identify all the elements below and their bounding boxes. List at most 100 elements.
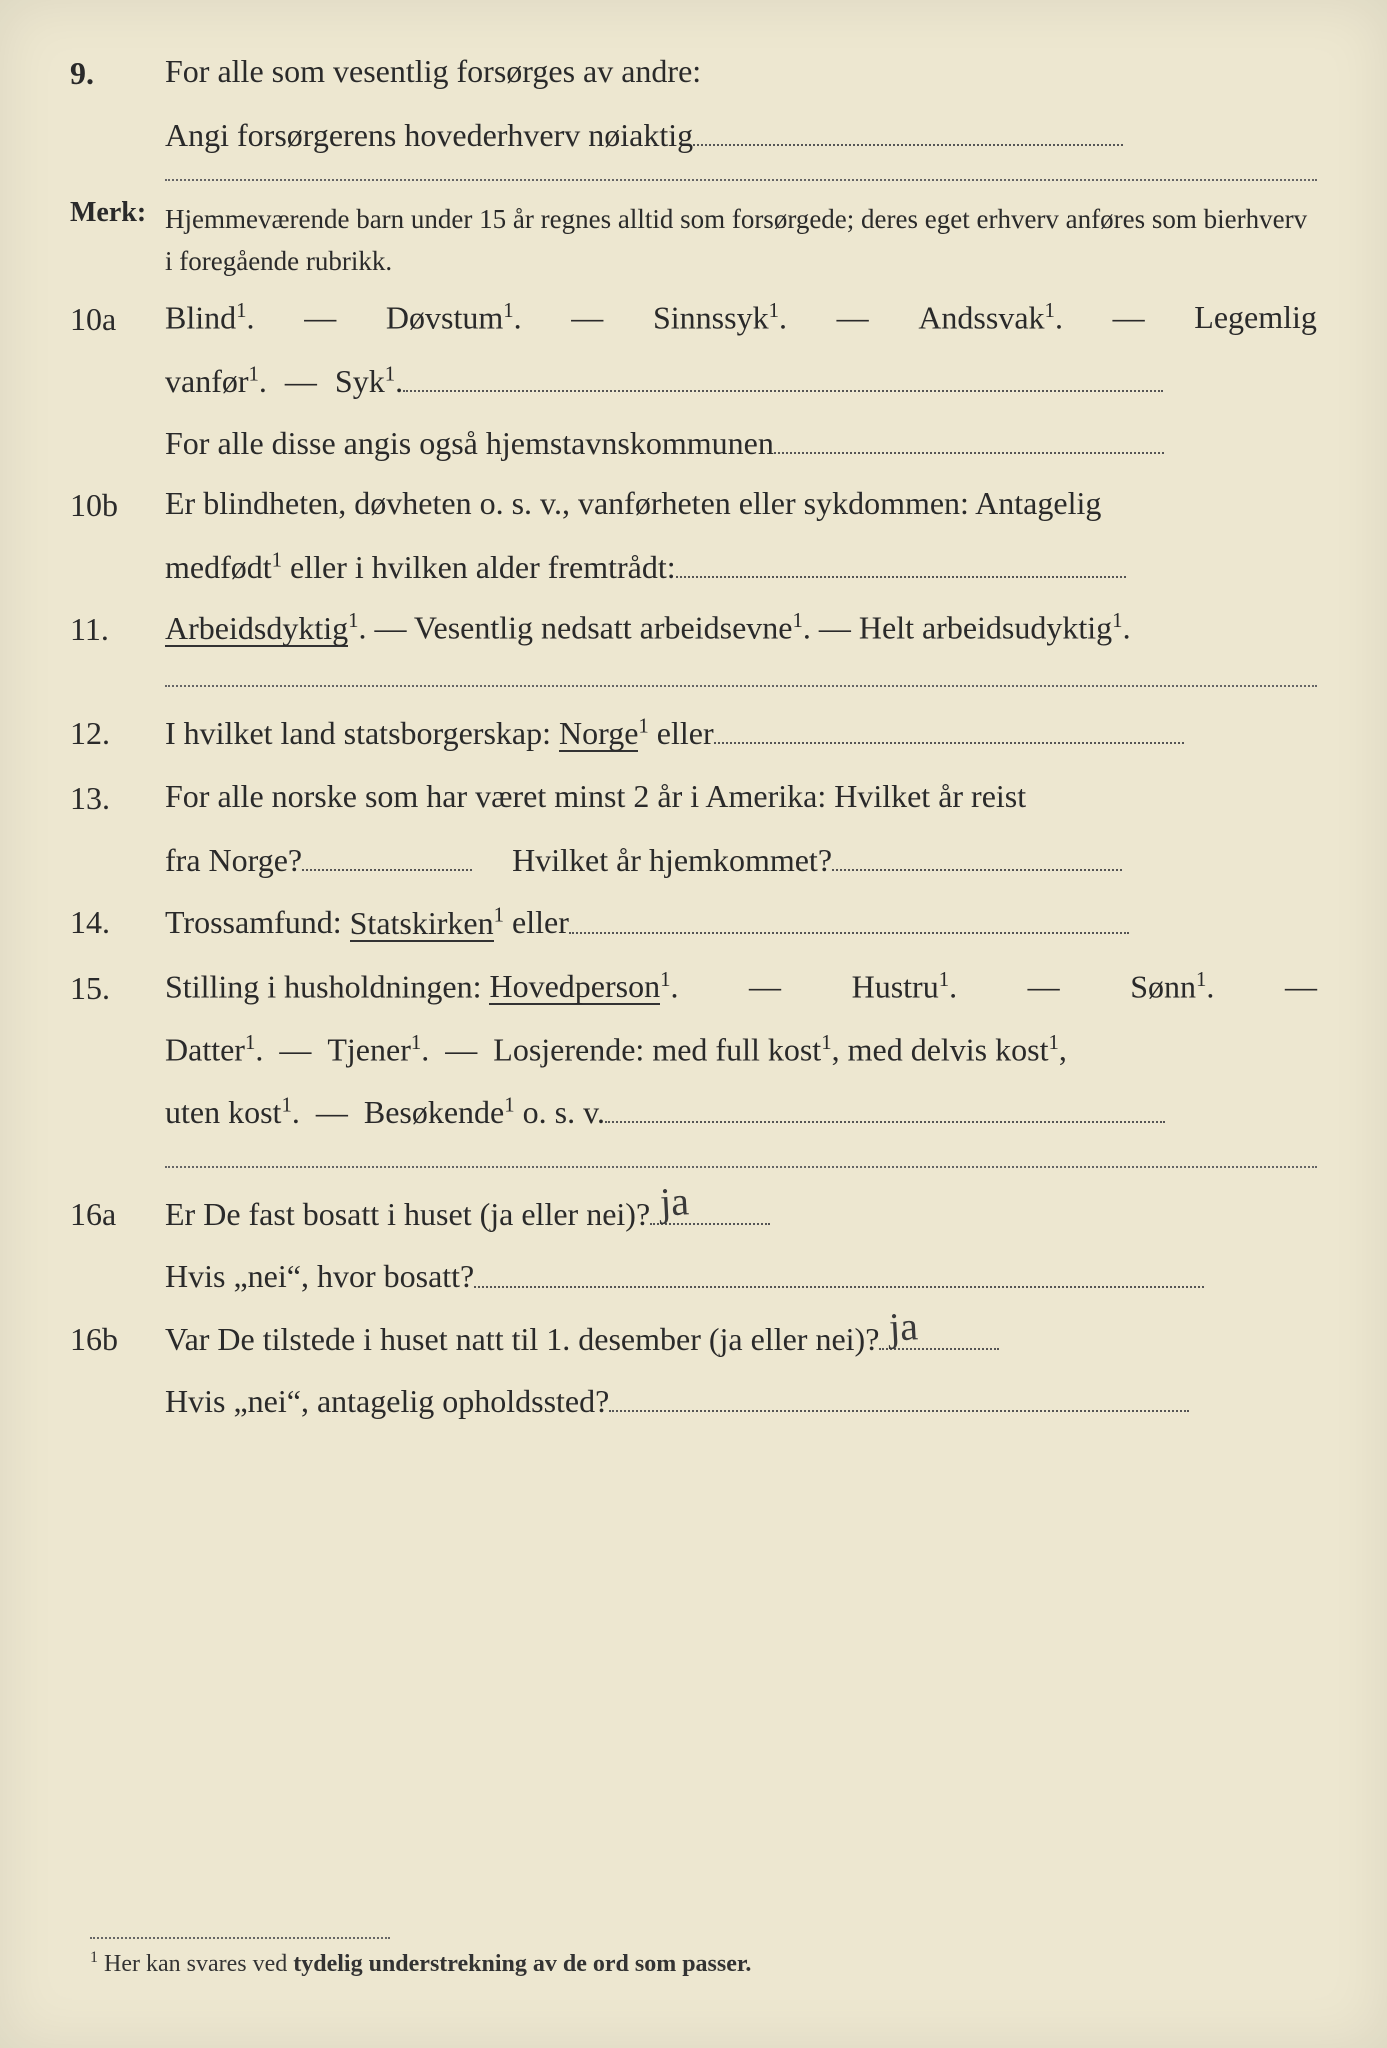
q13-line1: For alle norske som har været minst 2 år… (165, 780, 1317, 812)
census-form-page: 9. For alle som vesentlig forsørges av a… (0, 0, 1387, 2048)
q15-opt-delvis: , med delvis kost (832, 1032, 1049, 1068)
q10a-line3: For alle disse angis også hjemstavnskomm… (165, 425, 1317, 459)
footnote-marker: 1 (90, 1949, 98, 1966)
q10b-medfodt: medfødt (165, 549, 272, 585)
q10b-blank[interactable] (676, 549, 1126, 578)
q10b-number: 10b (70, 487, 165, 521)
q16a-answer-1: ja (659, 1181, 690, 1222)
q12-text-a: I hvilket land statsborgerskap: (165, 715, 559, 751)
q10a-opt-andssvak: Andssvak (918, 300, 1044, 336)
q10a-hjemstavn-text: For alle disse angis også hjemstavnskomm… (165, 425, 774, 461)
q11-opt-arbeidsdyktig: Arbeidsdyktig (165, 610, 348, 646)
q10b-line1: Er blindheten, døvheten o. s. v., vanfør… (165, 487, 1317, 519)
q15-opt-hovedperson: Hovedperson (489, 968, 660, 1004)
question-14: 14. Trossamfund: Statskirken1 eller (70, 904, 1317, 941)
q15-opt-besokende: Besøkende (364, 1094, 504, 1130)
merk-text: Hjemmeværende barn under 15 år regnes al… (165, 199, 1317, 283)
q10a-opt-blind: Blind (165, 300, 236, 336)
merk-label: Merk: (70, 199, 165, 227)
q11-opt-nedsatt: — Vesentlig nedsatt arbeidsevne (367, 610, 793, 646)
q9-line2-text: Angi forsørgerens hovederhverv nøiaktig (165, 117, 693, 153)
footnote: 1 Her kan svares ved tydelig understrekn… (90, 1937, 1317, 1978)
q16a-q1-text: Er De fast bosatt i huset (ja eller nei)… (165, 1196, 650, 1232)
question-16b: 16b Var De tilstede i huset natt til 1. … (70, 1321, 1317, 1355)
q15-number: 15. (70, 970, 165, 1004)
q11-body: Arbeidsdyktig1. — Vesentlig nedsatt arbe… (165, 611, 1317, 647)
question-10a: 10a Blind1. — Døvstum1. — Sinnssyk1. — A… (70, 301, 1317, 335)
q16b-blank-2[interactable] (609, 1383, 1189, 1412)
q10b-line2: medfødt1 eller i hvilken alder fremtrådt… (165, 549, 1317, 583)
question-15: 15. Stilling i husholdningen: Hovedperso… (70, 970, 1317, 1006)
q14-body: Trossamfund: Statskirken1 eller (165, 904, 1317, 941)
q12-blank[interactable] (714, 715, 1184, 744)
q13-line2: fra Norge? Hvilket år hjemkommet? (165, 842, 1317, 876)
q16b-line1: Var De tilstede i huset natt til 1. dese… (165, 1321, 1317, 1355)
footnote-rule (90, 1937, 390, 1939)
q10a-line2: vanfør1.—Syk1. (165, 363, 1317, 397)
q16b-number: 16b (70, 1321, 165, 1355)
q12-body: I hvilket land statsborgerskap: Norge1 e… (165, 715, 1317, 752)
q9-blank[interactable] (693, 117, 1123, 146)
q16b-answer-1: ja (888, 1306, 919, 1347)
q15-line2: Datter1.—Tjener1.—Losjerende: med full k… (165, 1033, 1317, 1066)
q14-blank[interactable] (569, 904, 1129, 933)
q13-blank-1[interactable] (302, 842, 472, 871)
q10a-opt-dovstum: Døvstum (386, 300, 503, 336)
q13-number: 13. (70, 780, 165, 814)
q16a-line2: Hvis „nei“, hvor bosatt? (165, 1258, 1317, 1292)
question-16a: 16a Er De fast bosatt i huset (ja eller … (70, 1196, 1317, 1230)
q13-hjemkommet: Hvilket år hjemkommet? (512, 842, 832, 878)
q14-number: 14. (70, 904, 165, 938)
q15-text-a: Stilling i husholdningen: (165, 968, 489, 1004)
q16a-blank-1[interactable]: ja (650, 1196, 770, 1225)
q10a-blank-kommune[interactable] (774, 425, 1164, 454)
q16a-q2-text: Hvis „nei“, hvor bosatt? (165, 1259, 474, 1295)
note-merk: Merk: Hjemmeværende barn under 15 år reg… (70, 199, 1317, 283)
q16a-number: 16a (70, 1196, 165, 1230)
question-11: 11. Arbeidsdyktig1. — Vesentlig nedsatt … (70, 611, 1317, 647)
q10a-number: 10a (70, 301, 165, 335)
q16a-blank-2[interactable] (474, 1258, 1204, 1287)
q16b-q1-text: Var De tilstede i huset natt til 1. dese… (165, 1321, 879, 1357)
question-10b: 10b Er blindheten, døvheten o. s. v., va… (70, 487, 1317, 521)
q10a-blank-syk[interactable] (403, 363, 1163, 392)
q15-osv: o. s. v. (515, 1094, 605, 1130)
q10a-line1: Blind1. — Døvstum1. — Sinnssyk1. — Andss… (165, 301, 1317, 334)
q13-fra-norge: fra Norge? (165, 842, 302, 878)
q13-blank-2[interactable] (832, 842, 1122, 871)
q15-opt-hustru: Hustru (852, 968, 939, 1004)
q15-line3: uten kost1.—Besøkende1 o. s. v. (165, 1094, 1317, 1128)
q9-line2-row: Angi forsørgerens hovederhverv nøiaktig (70, 117, 1317, 151)
q15-opt-uten-kost: uten kost (165, 1094, 281, 1130)
q14-text-a: Trossamfund: (165, 905, 350, 941)
q12-text-b: eller (649, 715, 714, 751)
q16b-line2: Hvis „nei“, antagelig opholdssted? (165, 1383, 1317, 1417)
q10a-opt-sinnssyk: Sinnssyk (653, 300, 769, 336)
q15-opt-losjerende-full: Losjerende: med full kost (493, 1032, 821, 1068)
q16b-blank-1[interactable]: ja (879, 1321, 999, 1350)
q14-opt-statskirken: Statskirken (350, 905, 494, 941)
q15-opt-sonn: Sønn (1130, 968, 1196, 1004)
q9-line1: For alle som vesentlig forsørges av andr… (165, 55, 1317, 87)
footnote-text-b: tydelig understrekning av de ord som pas… (293, 1951, 751, 1977)
q16a-line1: Er De fast bosatt i huset (ja eller nei)… (165, 1196, 1317, 1230)
q15-opt-datter: Datter (165, 1032, 245, 1068)
q15-line1: Stilling i husholdningen: Hovedperson1. … (165, 970, 1317, 1006)
footnote-text-a: Her kan svares ved (104, 1951, 293, 1977)
q11-number: 11. (70, 611, 165, 645)
q12-number: 12. (70, 715, 165, 749)
q10a-opt-legemlig: Legemlig (1194, 301, 1317, 334)
q16b-q2-text: Hvis „nei“, antagelig opholdssted? (165, 1383, 609, 1419)
q15-blank[interactable] (605, 1094, 1165, 1123)
q11-opt-udyktig: — Helt arbeidsudyktig (811, 610, 1112, 646)
question-9: 9. For alle som vesentlig forsørges av a… (70, 55, 1317, 89)
q15-opt-tjener: Tjener (327, 1032, 411, 1068)
question-13: 13. For alle norske som har været minst … (70, 780, 1317, 814)
q14-text-b: eller (504, 905, 569, 941)
q12-opt-norge: Norge (559, 715, 638, 751)
q9-number: 9. (70, 55, 165, 89)
question-12: 12. I hvilket land statsborgerskap: Norg… (70, 715, 1317, 752)
q9-line2: Angi forsørgerens hovederhverv nøiaktig (165, 117, 1317, 151)
q10b-alder: eller i hvilken alder fremtrådt: (282, 549, 676, 585)
q10a-opt-vanfor: vanfør (165, 363, 249, 399)
